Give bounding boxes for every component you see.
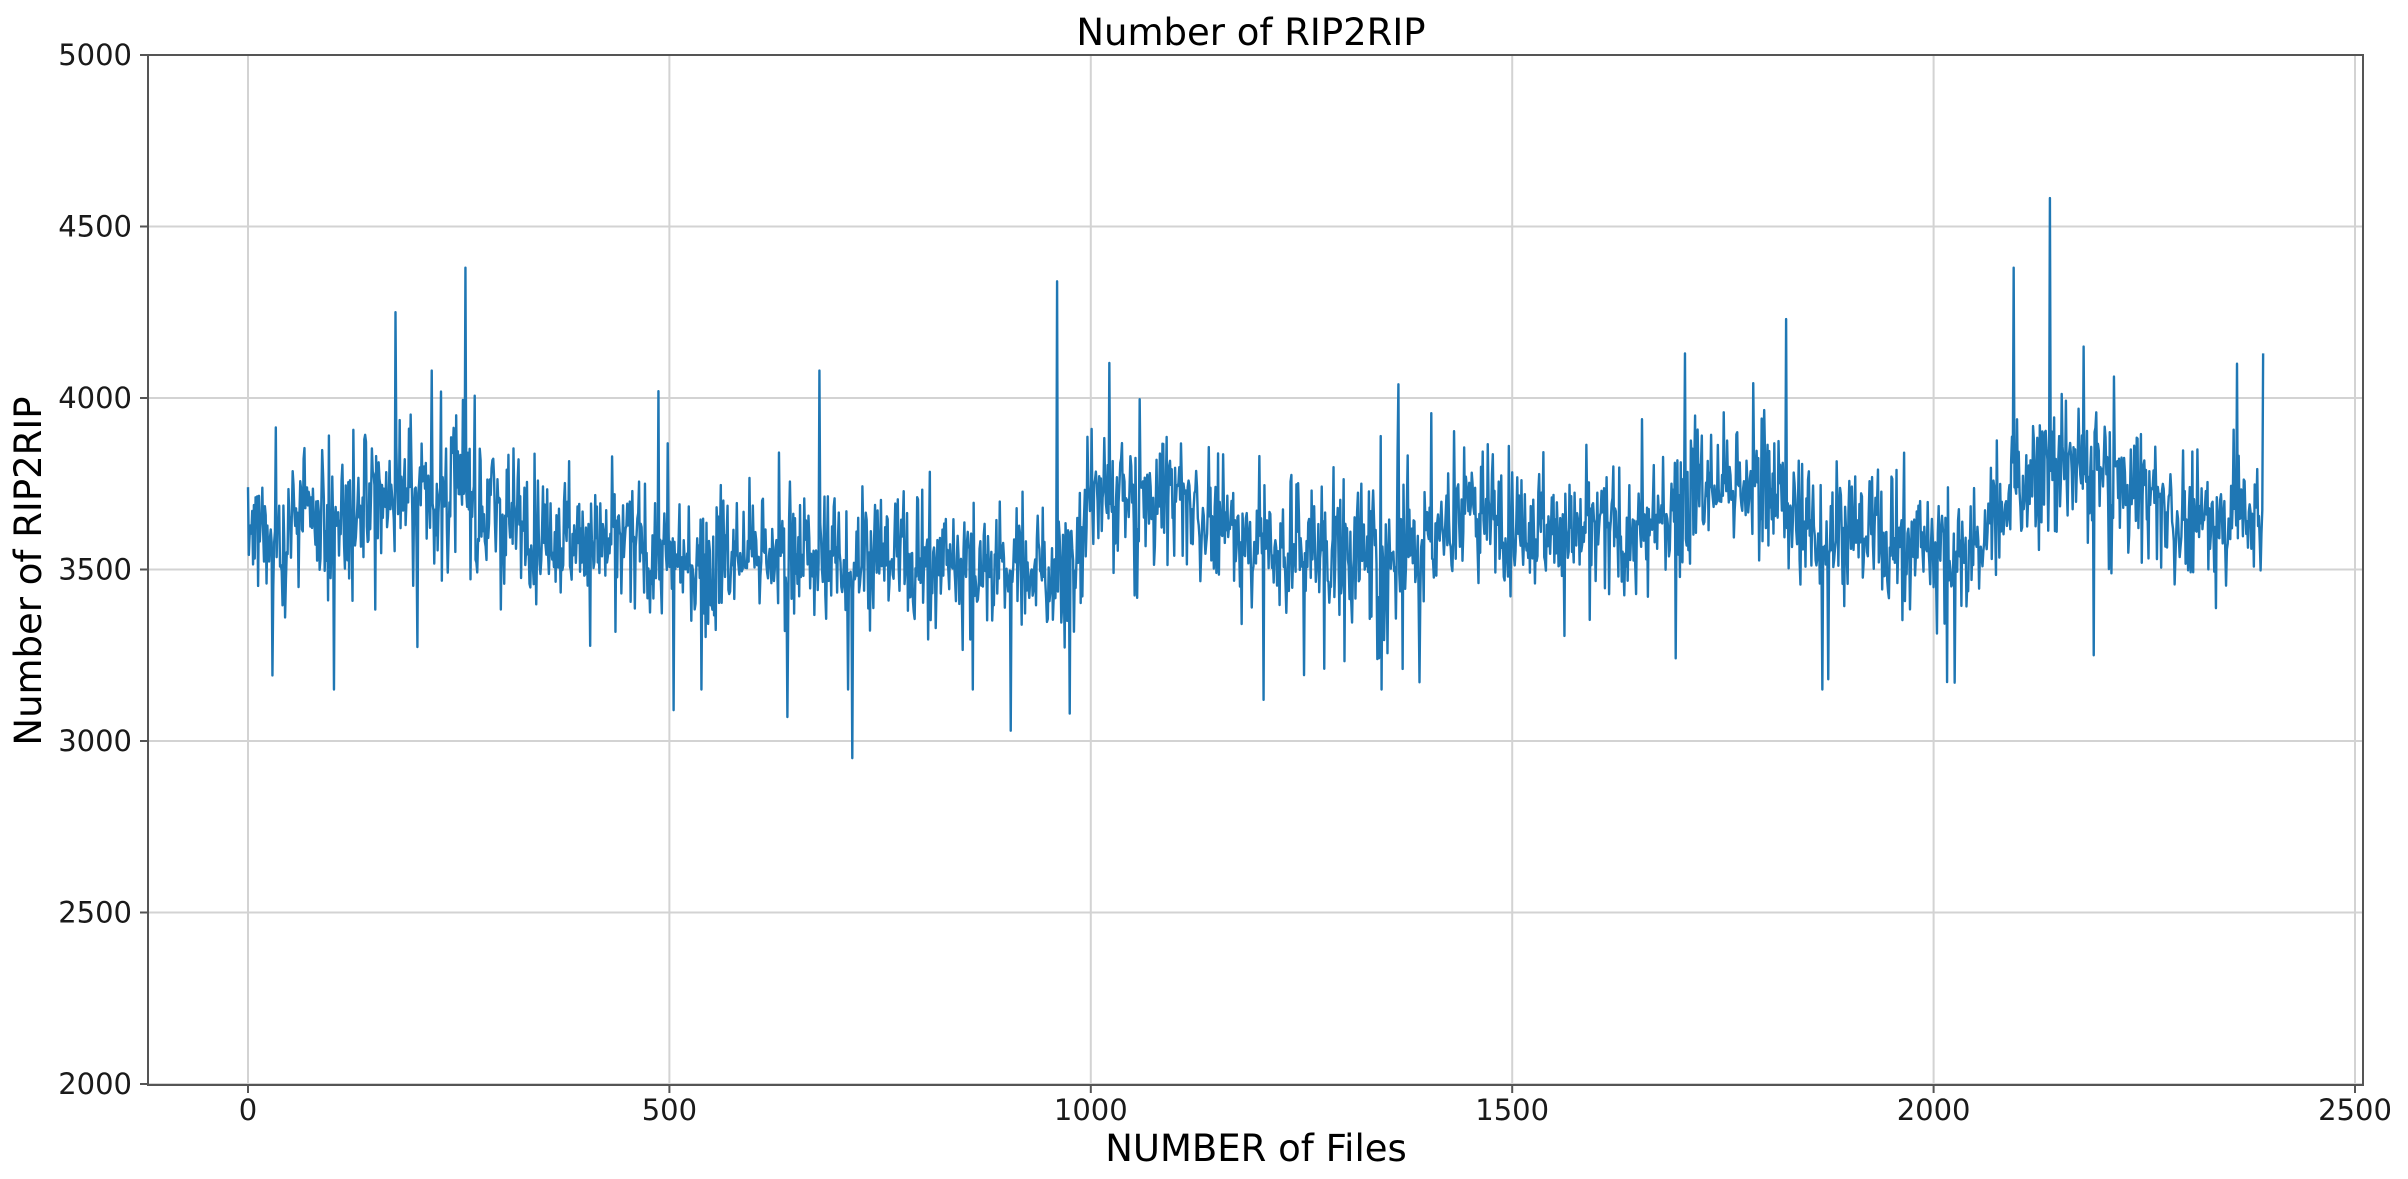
- y-tick-label: 3500: [58, 553, 132, 587]
- y-tick-label: 2000: [58, 1067, 132, 1101]
- x-tick-label: 1500: [1475, 1093, 1549, 1127]
- x-tick-label: 0: [239, 1093, 257, 1127]
- y-tick-label: 4000: [58, 381, 132, 415]
- x-tick-label: 2500: [2318, 1093, 2392, 1127]
- grid-lines: [148, 54, 2363, 1085]
- rip2rip-series-path: [246, 196, 2265, 760]
- x-tick-label: 1000: [1054, 1093, 1128, 1127]
- x-tick-label: 2000: [1897, 1093, 1971, 1127]
- y-tick-label: 2500: [58, 896, 132, 930]
- data-series-line: [246, 196, 2265, 760]
- y-tick-label: 3000: [58, 724, 132, 758]
- y-tick-label: 4500: [58, 210, 132, 244]
- chart-title: Number of RIP2RIP: [1076, 11, 1425, 54]
- x-axis-label: NUMBER of Files: [1105, 1127, 1407, 1170]
- x-tick-label: 500: [642, 1093, 697, 1127]
- y-axis-label: Number of RIP2RIP: [7, 396, 50, 745]
- y-tick-label: 5000: [58, 38, 132, 72]
- x-axis-ticks: 0 500 1000 1500 2000 2500: [239, 1085, 2392, 1127]
- y-axis-ticks: 2000 2500 3000 3500 4000 4500 5000: [58, 38, 148, 1101]
